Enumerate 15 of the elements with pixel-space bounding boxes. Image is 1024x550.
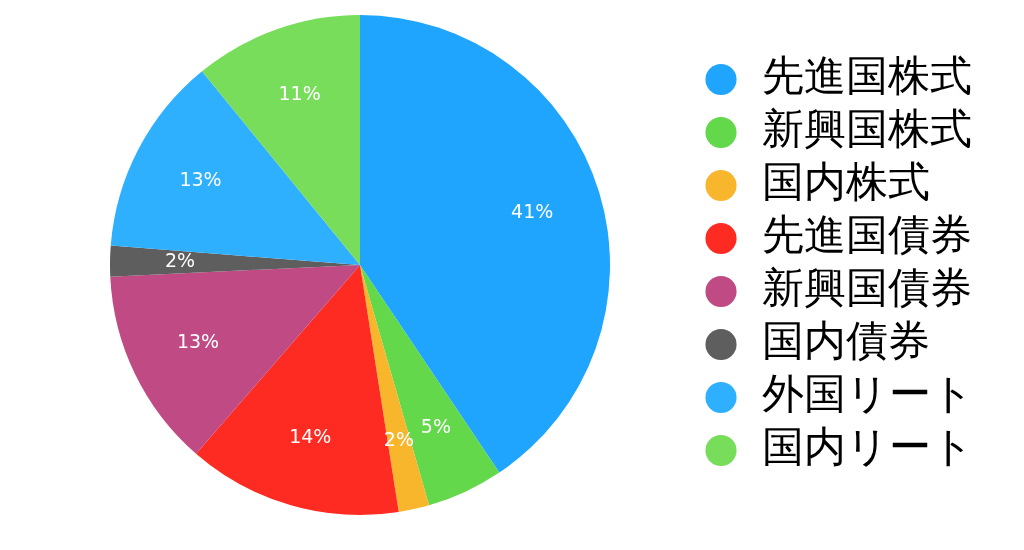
data-label: 5% [420, 415, 452, 438]
legend-label: 国内リート [762, 422, 974, 472]
legend-label: 国内債券 [762, 316, 930, 366]
data-label: 11% [278, 82, 321, 105]
legend-label: 新興国株式 [762, 104, 972, 154]
data-label: 14% [289, 424, 332, 447]
data-label: 41% [511, 199, 554, 222]
data-label: 13% [176, 330, 220, 353]
legend-label: 外国リート [762, 369, 974, 419]
legend-label: 新興国債券 [762, 263, 972, 313]
legend-label: 国内株式 [762, 157, 930, 207]
legend-label: 先進国債券 [762, 210, 972, 260]
legend-label: 先進国株式 [762, 51, 972, 101]
data-label: 13% [179, 168, 222, 191]
data-label: 2% [164, 249, 196, 272]
